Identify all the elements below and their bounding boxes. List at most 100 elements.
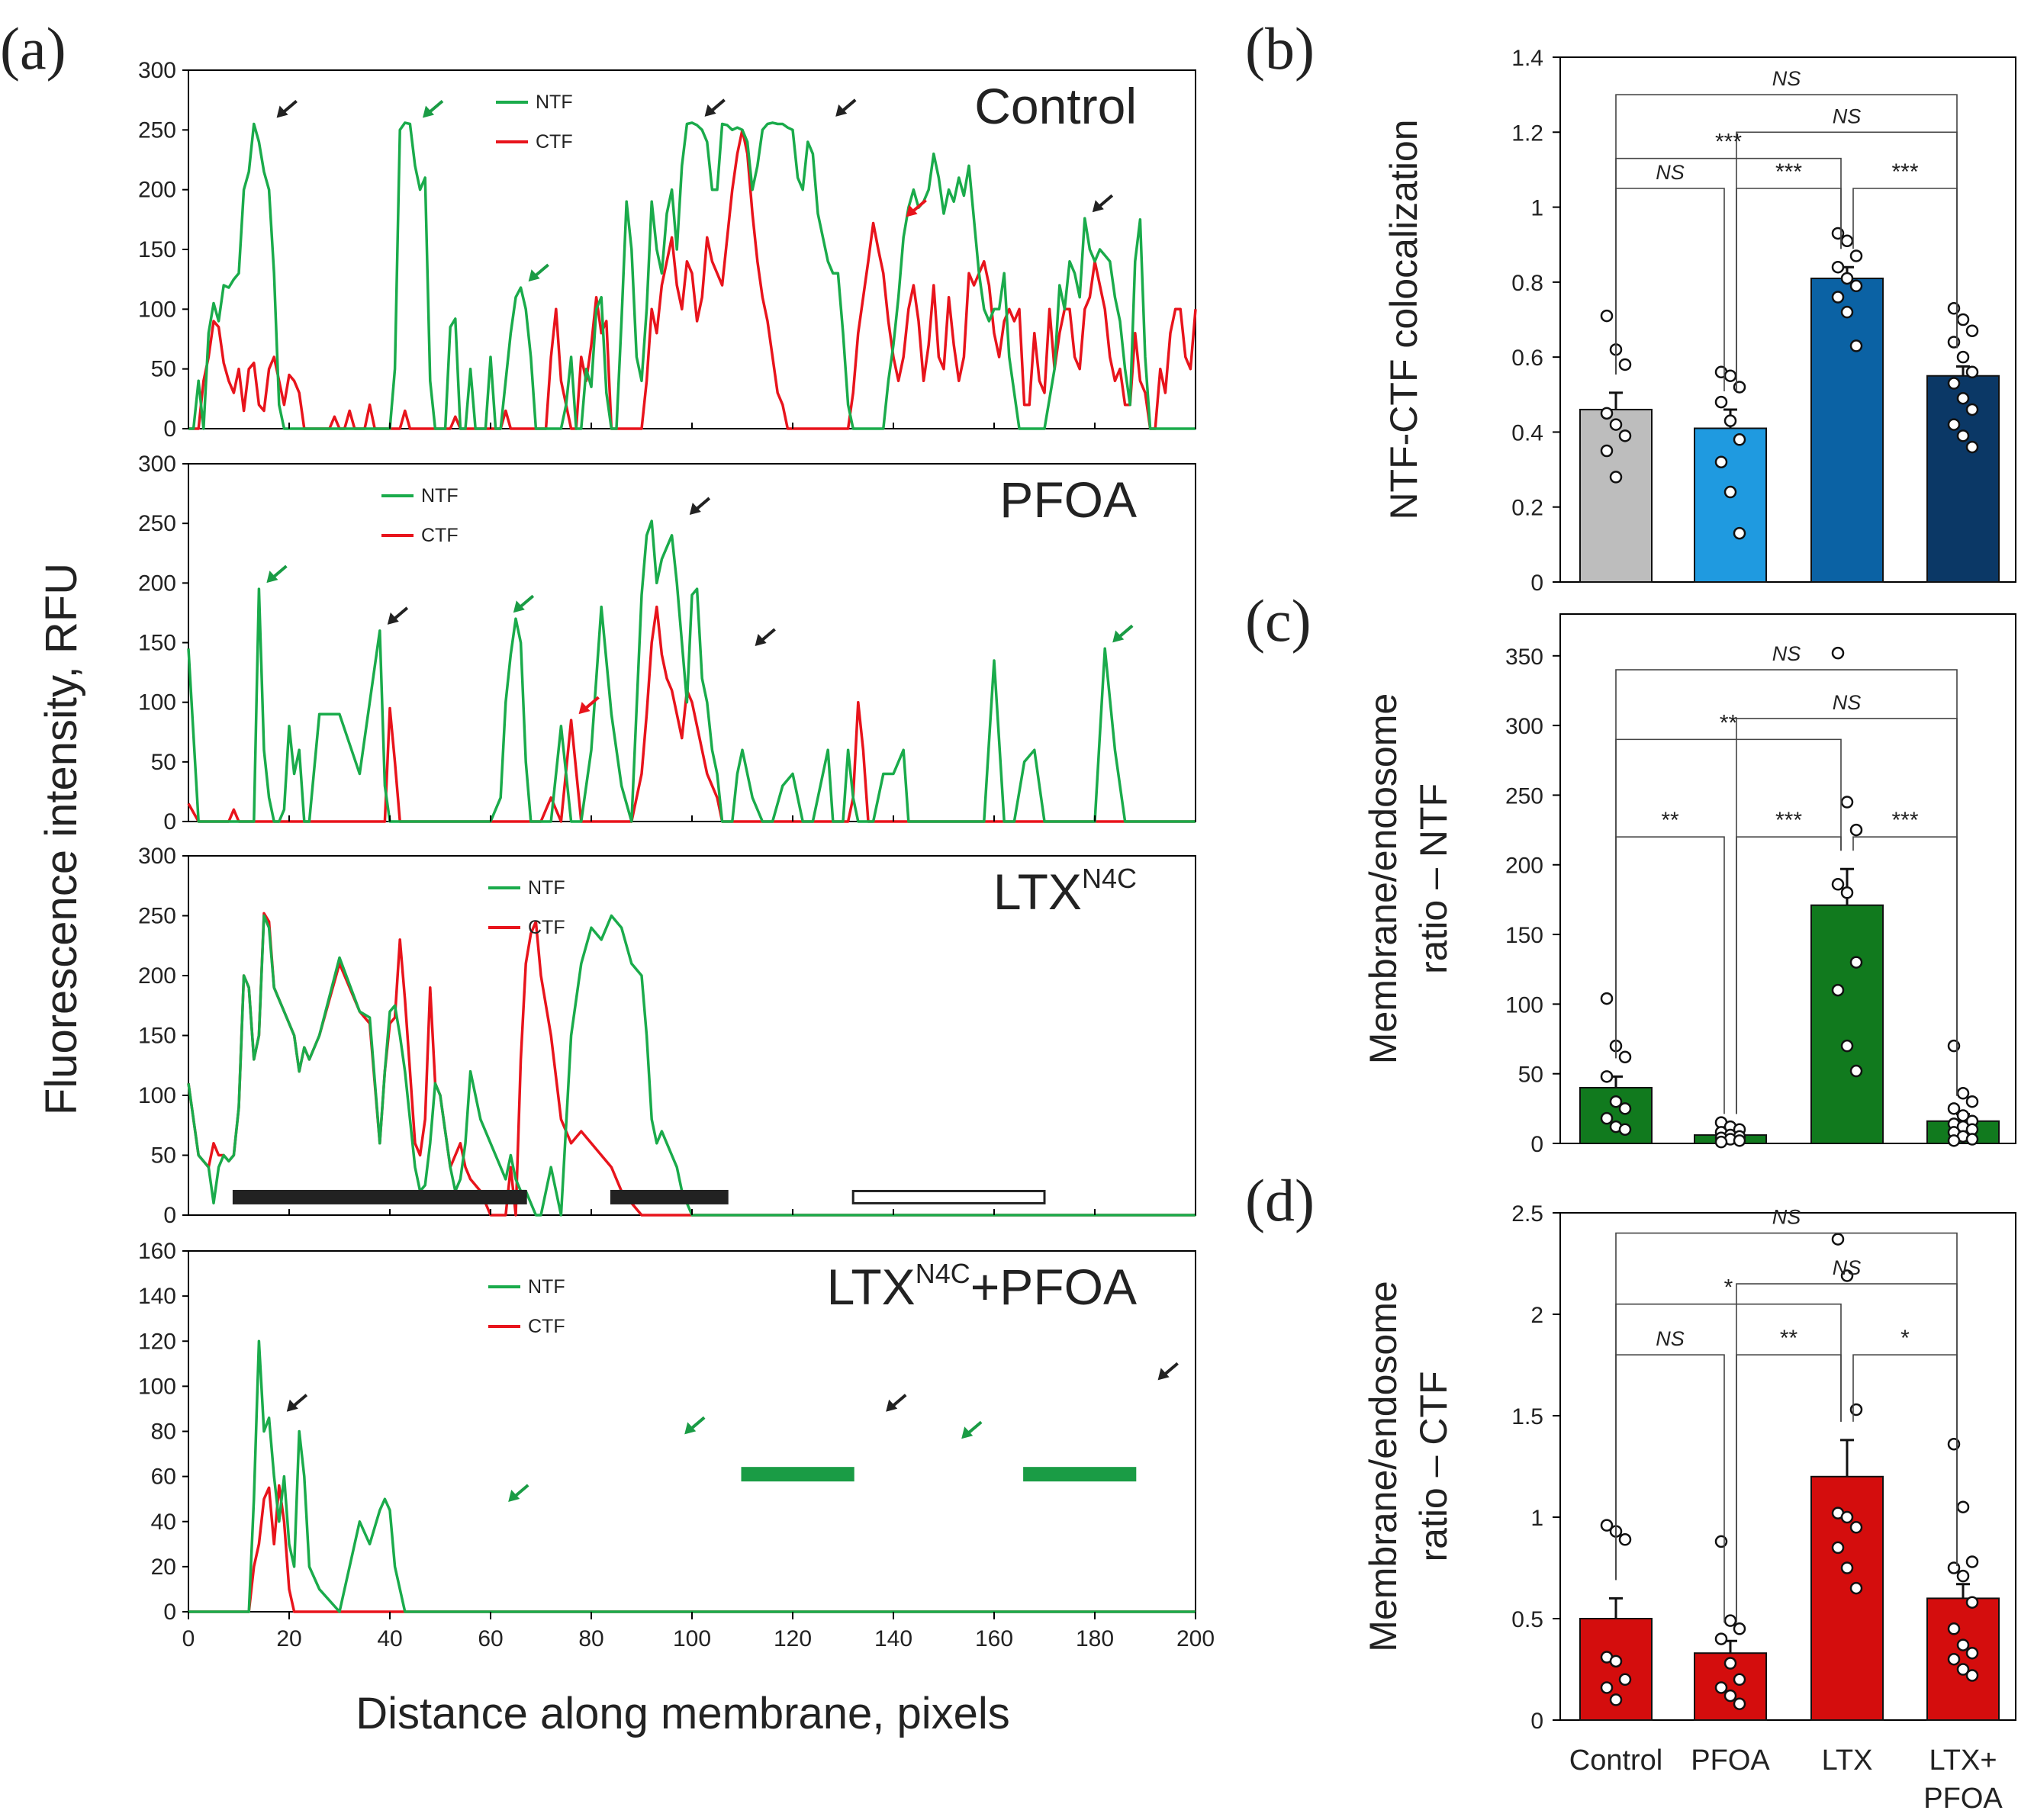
annotation-arrow-icon (1092, 194, 1114, 213)
data-point (1733, 433, 1746, 446)
significance-bracket (1615, 94, 1958, 375)
y-tick-label: 50 (151, 357, 176, 382)
significance-label: NS (1656, 1327, 1685, 1350)
data-point (1840, 1510, 1854, 1524)
data-point (1956, 350, 1970, 364)
x-tick-label: 0 (182, 1626, 195, 1651)
legend-ctf-label: CTF (536, 131, 573, 153)
data-point (1849, 956, 1863, 969)
significance-label: NS (1772, 1206, 1801, 1229)
data-point (1618, 1673, 1632, 1687)
annotation-arrow-icon (266, 564, 288, 584)
significance-label: *** (1715, 130, 1742, 155)
data-point (1947, 1039, 1961, 1053)
data-point (1956, 391, 1970, 405)
region-marker-bar (232, 1189, 527, 1204)
data-point (1956, 313, 1970, 326)
data-point (1714, 1135, 1728, 1149)
data-point (1849, 1521, 1863, 1534)
y-tick-label: 50 (151, 750, 176, 775)
y-tick-label: 160 (138, 1239, 176, 1264)
y-tick-label: 300 (138, 844, 176, 869)
data-point (1733, 1622, 1746, 1635)
arrow-head (689, 503, 701, 516)
panel-d-letter: (d) (1245, 1167, 1315, 1233)
data-point (1840, 272, 1854, 285)
significance-label: *** (1775, 808, 1802, 833)
significance-label: NS (1833, 1256, 1862, 1279)
data-point (1723, 414, 1737, 427)
bar-plot-frame (1559, 56, 2016, 583)
y-tick-label: 200 (138, 963, 176, 989)
data-point (1956, 1569, 1970, 1583)
annotation-arrow-icon (276, 99, 298, 118)
annotation-arrow-icon (508, 1484, 529, 1503)
y-tick-label: 150 (138, 1024, 176, 1049)
panel-b-letter: (b) (1245, 15, 1315, 82)
mean-bar (1926, 375, 2000, 583)
y-tick-label: 150 (138, 631, 176, 656)
data-point (1956, 1500, 1970, 1513)
y-tick-label: 0 (163, 809, 176, 834)
y-tick-label: 300 (138, 452, 176, 477)
arrow-head (578, 702, 591, 715)
y-tick-label: 2 (1530, 1303, 1543, 1328)
data-point (1947, 1102, 1961, 1115)
data-point (1714, 395, 1728, 409)
y-tick-label: 140 (138, 1284, 176, 1309)
annotation-arrow-icon (961, 1420, 983, 1439)
data-point (1849, 339, 1863, 352)
y-tick-label: 0 (163, 416, 176, 442)
y-tick-label: 0 (1530, 571, 1543, 596)
y-tick-label: 200 (138, 178, 176, 203)
significance-label: ** (1780, 1326, 1798, 1351)
arrow-head (835, 104, 848, 117)
data-point (1965, 324, 1979, 337)
y-tick-label: 150 (1505, 923, 1543, 948)
legend-ntf-label: NTF (528, 1276, 565, 1297)
y-tick-label: 0.8 (1511, 271, 1543, 296)
data-point (1956, 1663, 1970, 1676)
data-point (1609, 1095, 1623, 1108)
legend-ctf-label: CTF (528, 1316, 565, 1337)
y-tick-label: 350 (1505, 645, 1543, 670)
ntf-profile-line (188, 121, 1196, 430)
y-tick-label: 250 (1505, 783, 1543, 809)
bar-y-axis-title: ratio – CTF (1412, 1371, 1455, 1561)
y-tick-label: 300 (138, 58, 176, 83)
arrow-head (508, 1490, 520, 1503)
profile-subplot-0: 0 50 100 150 200 250 300 NTF CTF Control (138, 58, 1197, 442)
annotation-arrow-icon (755, 628, 776, 647)
data-point (1956, 429, 1970, 442)
legend-ctf-label: CTF (528, 917, 565, 938)
annotation-arrow-icon (528, 263, 549, 282)
panel-a-letter: (a) (0, 15, 66, 82)
y-tick-label: 80 (151, 1420, 176, 1445)
significance-bracket (1615, 738, 1842, 1059)
significance-bracket (1736, 836, 1842, 1114)
data-point (1849, 1581, 1863, 1595)
data-point (1840, 305, 1854, 319)
y-tick-label: 100 (138, 1083, 176, 1108)
y-tick-label: 0.4 (1511, 420, 1543, 445)
region-marker-bar (851, 1189, 1046, 1204)
significance-label: * (1724, 1275, 1733, 1301)
annotation-arrow-icon (684, 1416, 706, 1435)
region-marker-bar (741, 1467, 854, 1482)
y-tick-label: 1.2 (1511, 121, 1543, 146)
significance-label: *** (1891, 159, 1918, 185)
data-point (1714, 1681, 1728, 1694)
y-tick-label: 300 (1505, 714, 1543, 739)
significance-label: * (1900, 1326, 1910, 1351)
data-point (1965, 403, 1979, 416)
y-tick-label: 0 (1530, 1132, 1543, 1157)
category-label: Control (1569, 1744, 1663, 1777)
annotation-arrow-icon (423, 99, 444, 118)
annotation-arrow-icon (513, 594, 535, 613)
panel-a-line-profiles: (a) Fluorescence intensity, RFU Distance… (0, 15, 1215, 1738)
subplot-condition-title: Control (974, 78, 1137, 134)
data-point (1956, 1087, 1970, 1100)
significance-label: ** (1720, 710, 1738, 735)
ctf-profile-line (188, 1484, 1196, 1613)
bar-plot-frame (1559, 613, 2016, 1144)
